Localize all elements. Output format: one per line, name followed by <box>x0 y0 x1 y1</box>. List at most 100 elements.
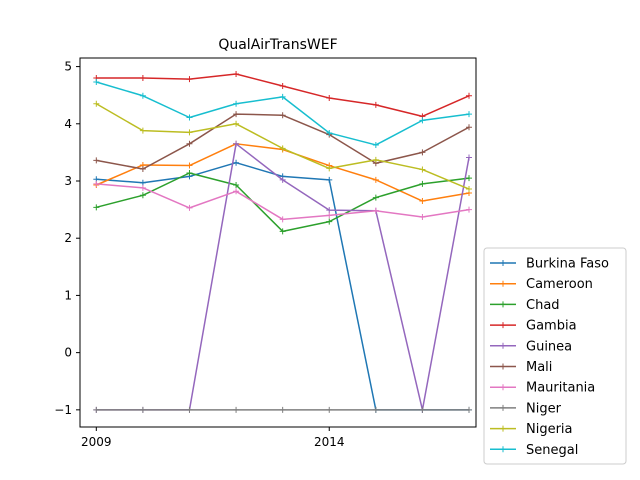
y-tick-label: −1 <box>54 403 72 417</box>
data-point <box>466 206 473 213</box>
legend-label: Niger <box>526 401 562 416</box>
data-point <box>233 111 240 118</box>
data-point <box>326 212 333 219</box>
series-mali <box>93 111 473 172</box>
legend-label: Mauritania <box>526 381 595 396</box>
data-point <box>279 112 286 119</box>
data-point <box>93 180 100 187</box>
data-point <box>466 92 473 99</box>
series-gambia <box>93 71 473 120</box>
y-tick-label: 2 <box>64 231 72 245</box>
data-point <box>93 204 100 211</box>
data-point <box>186 129 193 136</box>
data-point <box>466 111 473 118</box>
data-point <box>139 192 146 199</box>
legend-marker <box>500 301 506 308</box>
data-point <box>372 156 379 163</box>
data-point <box>186 406 193 413</box>
data-point <box>326 176 333 183</box>
legend-item: Niger <box>490 401 562 416</box>
legend-label: Chad <box>526 298 560 313</box>
data-point <box>233 188 240 195</box>
legend-item: Nigeria <box>490 422 573 437</box>
data-point <box>93 100 100 107</box>
data-point <box>372 207 379 214</box>
axes: −1 0 1 2 3 4 5 2009 2014 <box>54 57 477 449</box>
series-mauritania <box>93 180 473 223</box>
data-point <box>372 141 379 148</box>
legend-marker <box>500 322 506 329</box>
legend-label: Mali <box>526 360 552 375</box>
data-point <box>279 176 286 183</box>
data-point <box>419 117 426 124</box>
x-tick-label: 2009 <box>81 435 112 449</box>
data-point <box>466 175 473 182</box>
data-point <box>279 93 286 100</box>
data-point <box>139 75 146 82</box>
data-point <box>326 95 333 102</box>
legend-item: Cameroon <box>490 277 593 292</box>
series-niger <box>93 406 473 413</box>
legend-label: Burkina Faso <box>526 257 609 272</box>
legend-label: Senegal <box>526 443 578 458</box>
chart-title: QualAirTransWEF <box>218 37 337 53</box>
data-point <box>186 76 193 83</box>
data-point <box>93 79 100 86</box>
data-point <box>326 129 333 136</box>
legend-marker <box>500 363 506 370</box>
legend-item: Burkina Faso <box>490 257 609 272</box>
data-point <box>233 120 240 127</box>
series-nigeria <box>93 100 473 193</box>
legend-marker <box>500 446 506 453</box>
series-group <box>93 71 473 413</box>
data-point <box>186 114 193 121</box>
legend-label: Guinea <box>526 339 572 354</box>
legend-label: Nigeria <box>526 422 573 437</box>
data-point <box>186 140 193 147</box>
legend-marker <box>500 342 506 349</box>
data-point <box>139 127 146 134</box>
data-point <box>419 166 426 173</box>
legend-item: Senegal <box>490 443 578 458</box>
data-point <box>233 159 240 166</box>
data-point <box>326 406 333 413</box>
data-point <box>466 186 473 193</box>
series-line <box>96 143 470 411</box>
data-point <box>326 165 333 172</box>
data-point <box>372 406 379 413</box>
legend-marker <box>500 384 506 391</box>
data-point <box>233 182 240 188</box>
data-point <box>233 406 240 413</box>
legend-item: Mauritania <box>490 381 595 396</box>
data-point <box>419 149 426 156</box>
legend-marker <box>500 260 506 266</box>
data-point <box>279 228 286 235</box>
data-point <box>466 406 473 413</box>
data-point <box>372 194 379 201</box>
data-point <box>186 204 193 211</box>
data-point <box>233 100 240 107</box>
data-point <box>93 406 100 413</box>
data-point <box>419 214 426 221</box>
legend-item: Gambia <box>490 319 577 334</box>
legend-item: Mali <box>490 360 552 375</box>
data-point <box>279 216 286 223</box>
legend-box <box>483 247 627 465</box>
y-tick-label: 0 <box>64 346 72 360</box>
data-point <box>466 124 473 131</box>
data-point <box>139 92 146 99</box>
data-point <box>326 207 333 214</box>
series-line <box>96 183 470 221</box>
data-point <box>326 218 333 225</box>
plot-frame <box>79 57 477 428</box>
legend-label: Cameroon <box>526 277 593 292</box>
data-point <box>419 406 426 413</box>
data-point <box>466 154 473 161</box>
data-point <box>139 184 146 191</box>
data-point <box>186 162 193 169</box>
legend-label: Gambia <box>526 319 577 334</box>
data-point <box>233 71 240 78</box>
series-senegal <box>93 79 473 148</box>
data-point <box>279 406 286 413</box>
